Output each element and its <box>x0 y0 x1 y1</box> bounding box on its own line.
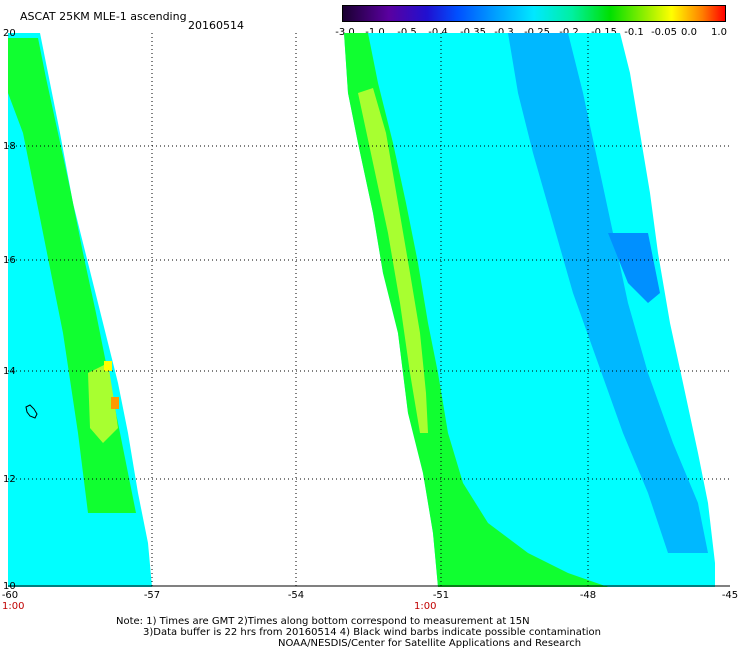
right-swath-blue-band-1 <box>508 33 708 553</box>
colorbar-tick: -3.0 <box>335 27 355 38</box>
colorbar-tick: -0.15 <box>591 27 617 38</box>
right-swath-blue-band-2 <box>608 233 660 303</box>
lat-label: 14 <box>3 366 16 377</box>
lon-label: -48 <box>579 590 597 601</box>
colorbar <box>342 5 726 22</box>
left-swath-orange-pixel <box>111 397 119 409</box>
time-label: 1:00 <box>2 601 25 612</box>
time-label: 1:00 <box>414 601 437 612</box>
colorbar-gradient <box>343 6 725 21</box>
colorbar-tick: -0.5 <box>397 27 417 38</box>
lat-label: 16 <box>3 255 16 266</box>
note-line-2: 3)Data buffer is 22 hrs from 20160514 4)… <box>143 627 601 638</box>
page-title: ASCAT 25KM MLE-1 ascending <box>20 10 187 23</box>
colorbar-tick: -0.1 <box>624 27 644 38</box>
colorbar-tick: -0.2 <box>559 27 579 38</box>
right-swath-green-band <box>344 33 608 587</box>
lat-label: 12 <box>3 474 16 485</box>
lat-label: 20 <box>3 28 16 39</box>
note-line-1: Note: 1) Times are GMT 2)Times along bot… <box>116 616 530 627</box>
island-outline <box>25 404 38 419</box>
wind-map <box>8 33 730 587</box>
date-label: 20160514 <box>188 19 244 32</box>
lat-label: 18 <box>3 141 16 152</box>
left-swath-yellow-patch <box>88 363 118 443</box>
map-gridlines <box>8 33 730 587</box>
colorbar-tick: -0.05 <box>651 27 677 38</box>
colorbar-tick: -0.4 <box>428 27 448 38</box>
colorbar-tick: -0.35 <box>460 27 486 38</box>
colorbar-tick: -0.25 <box>524 27 550 38</box>
left-swath-yellow-pixel <box>104 361 112 371</box>
colorbar-tick: 1.0 <box>711 27 727 38</box>
lon-label: -60 <box>1 590 19 601</box>
lon-label: -45 <box>721 590 739 601</box>
note-line-3: NOAA/NESDIS/Center for Satellite Applica… <box>278 638 582 649</box>
lon-label: -57 <box>143 590 161 601</box>
colorbar-tick: 0.0 <box>681 27 697 38</box>
lon-label: -54 <box>287 590 305 601</box>
colorbar-tick: -0.3 <box>494 27 514 38</box>
lat-label: 10 <box>3 581 16 592</box>
lon-label: -51 <box>432 590 450 601</box>
colorbar-tick: -1.0 <box>365 27 385 38</box>
